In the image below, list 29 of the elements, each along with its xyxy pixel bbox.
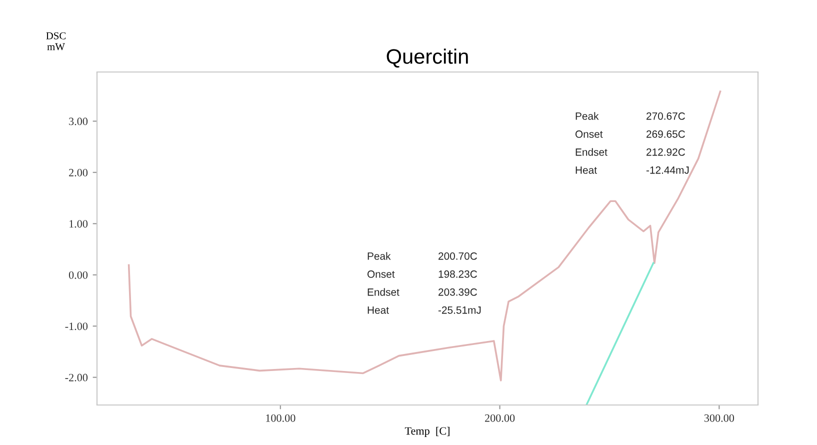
annotation: Endset xyxy=(576,148,608,156)
annotation: 200.70C xyxy=(438,252,477,260)
annotation: 212.92C xyxy=(646,148,685,156)
annotation: Heat xyxy=(576,166,597,174)
y-tick-label: 1.00 xyxy=(70,220,88,228)
annotation: -12.44mJ xyxy=(646,166,689,174)
annotation: 203.39C xyxy=(438,288,477,296)
y-axis-title: DSC mW xyxy=(46,32,66,50)
annotation: 269.65C xyxy=(646,130,685,138)
annotation: Endset xyxy=(368,288,400,296)
line-series xyxy=(128,90,722,382)
x-axis-title: Temp [C] xyxy=(404,426,450,437)
y-tick-label: -2.00 xyxy=(65,374,88,382)
annotation: Onset xyxy=(575,130,603,138)
annotation: Onset xyxy=(367,270,395,278)
annotation: -25.51mJ xyxy=(438,306,481,314)
annotation: Peak xyxy=(576,112,599,120)
annotation: 198.23C xyxy=(438,270,477,278)
chart-title: Quercitin xyxy=(386,48,468,68)
y-tick-label: 3.00 xyxy=(69,118,88,126)
x-tick-label: 300.00 xyxy=(704,414,734,422)
y-tick-label: 0.00 xyxy=(68,271,88,279)
annotation: Peak xyxy=(368,252,391,260)
y-tick-label: 2.00 xyxy=(69,168,88,176)
annotation: Heat xyxy=(368,306,389,314)
x-tick-label: 200.00 xyxy=(484,414,515,422)
y-tick-label: -1.00 xyxy=(65,322,88,330)
x-tick-label: 100.00 xyxy=(266,414,296,422)
annotation: 270.67C xyxy=(646,112,685,120)
